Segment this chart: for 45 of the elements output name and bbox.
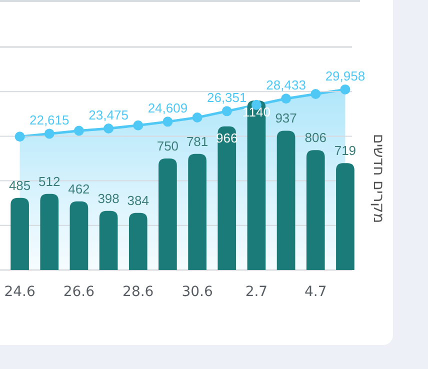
point <box>162 116 173 127</box>
data-label: 750 <box>156 138 179 154</box>
bar <box>306 150 325 270</box>
data-label: 29,958 <box>325 68 366 84</box>
x-tick-label: 4.7 <box>304 284 327 300</box>
data-label: 26,351 <box>206 90 247 106</box>
x-tick-label: 24.6 <box>4 284 36 300</box>
point <box>74 126 84 136</box>
data-label: 23,475 <box>88 108 128 123</box>
data-label: 462 <box>68 181 90 196</box>
y-axis-title: מקרים חדשים <box>370 134 388 224</box>
bar <box>10 198 29 270</box>
bar <box>158 158 177 270</box>
data-label: 719 <box>334 143 356 158</box>
point <box>222 106 232 116</box>
point <box>340 84 350 94</box>
bar <box>99 210 118 270</box>
bar <box>218 126 236 270</box>
point <box>310 89 321 100</box>
point <box>14 132 25 142</box>
data-label: 24,609 <box>148 100 188 116</box>
point <box>192 112 202 123</box>
point <box>281 94 292 104</box>
bar <box>128 212 148 270</box>
bar <box>336 163 354 270</box>
data-label: 485 <box>8 178 31 193</box>
data-label: 781 <box>186 134 208 149</box>
bar <box>276 130 296 270</box>
point <box>133 120 144 130</box>
point <box>104 124 114 134</box>
x-tick-label: 30.6 <box>182 284 213 300</box>
x-tick-label: 2.7 <box>245 284 268 300</box>
data-label: 22,615 <box>29 112 70 128</box>
data-label: 937 <box>275 110 297 126</box>
bar <box>70 201 88 270</box>
bar <box>40 194 59 270</box>
x-tick-label: 28.6 <box>122 284 154 300</box>
data-label: 512 <box>38 174 60 189</box>
data-label: 28,433 <box>266 78 306 93</box>
data-label: 384 <box>127 192 149 208</box>
data-label: 398 <box>98 190 120 206</box>
bar <box>188 154 206 270</box>
x-tick-label: 26.6 <box>63 284 95 300</box>
data-label: 806 <box>304 130 326 146</box>
point <box>44 128 54 139</box>
